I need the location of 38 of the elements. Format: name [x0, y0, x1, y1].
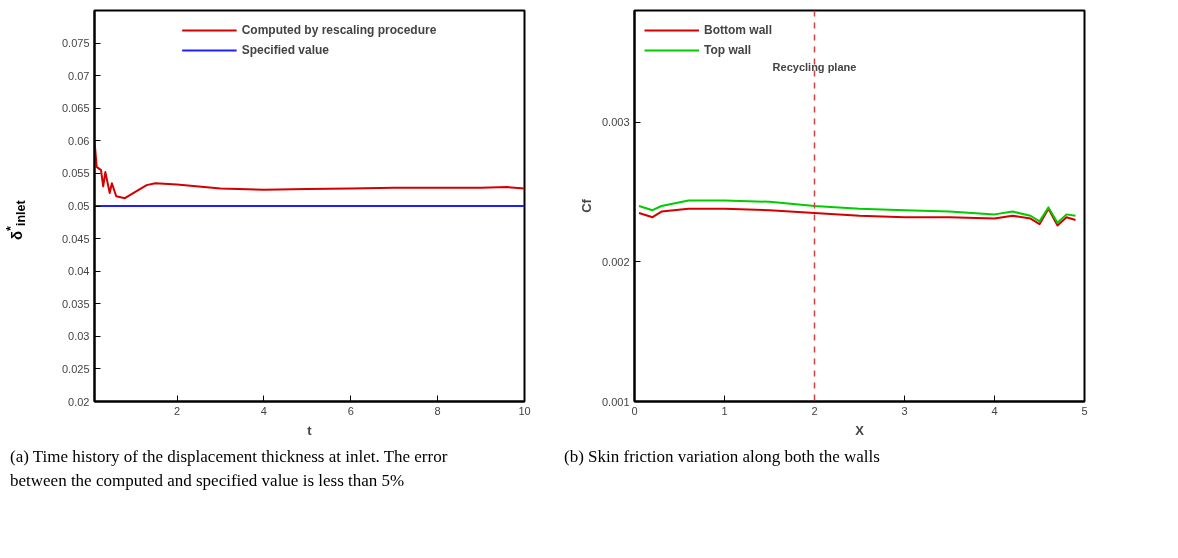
y-tick-label: 0.001 — [601, 395, 630, 408]
y-tick-label: 0.075 — [61, 37, 90, 50]
y-axis-title: Cf — [578, 198, 594, 213]
y-tick-label: 0.065 — [61, 102, 90, 115]
x-tick-label: 5 — [1081, 404, 1088, 417]
x-tick-label: 0 — [631, 404, 638, 417]
y-tick-label: 0.045 — [61, 232, 90, 245]
legend-label: Specified value — [241, 43, 330, 57]
y-tick-label: 0.07 — [68, 69, 90, 82]
x-tick-label: 3 — [901, 404, 908, 417]
y-tick-label: 0.05 — [68, 200, 90, 212]
x-tick-label: 4 — [260, 404, 267, 417]
legend-label: Bottom wall — [704, 23, 772, 37]
y-tick-label: 0.002 — [601, 255, 630, 268]
y-tick-label: 0.035 — [61, 297, 90, 310]
y-tick-label: 0.04 — [68, 265, 90, 278]
x-tick-label: 4 — [991, 404, 998, 417]
x-tick-label: 10 — [518, 404, 531, 417]
y-tick-label: 0.055 — [61, 167, 90, 180]
text: (b) Skin friction variation along both the walls — [564, 446, 880, 468]
x-tick-label: 2 — [173, 404, 181, 417]
ref-line-label: Recycling plane — [772, 60, 857, 73]
y-tick-label: 0.06 — [68, 134, 90, 147]
line-series — [638, 199, 1077, 224]
x-axis-title: X — [855, 422, 865, 438]
x-tick-label: 6 — [347, 404, 354, 417]
y-tick-label: 0.02 — [68, 395, 90, 408]
y-tick-label: 0.003 — [601, 116, 630, 129]
x-tick-label: 8 — [434, 404, 441, 417]
line-series — [638, 207, 1077, 227]
legend-label: Computed by rescaling procedure — [241, 23, 437, 37]
x-tick-label: 1 — [721, 404, 728, 417]
x-axis-title: t — [307, 422, 313, 438]
legend-label: Top wall — [704, 43, 752, 57]
y-tick-label: 0.025 — [61, 362, 90, 375]
y-tick-label: 0.03 — [68, 330, 90, 343]
x-tick-label: 2 — [811, 404, 818, 417]
text: (a) Time history of the displacement thickness at inlet. The error between the computed and specified value is less than 5% — [10, 446, 449, 493]
